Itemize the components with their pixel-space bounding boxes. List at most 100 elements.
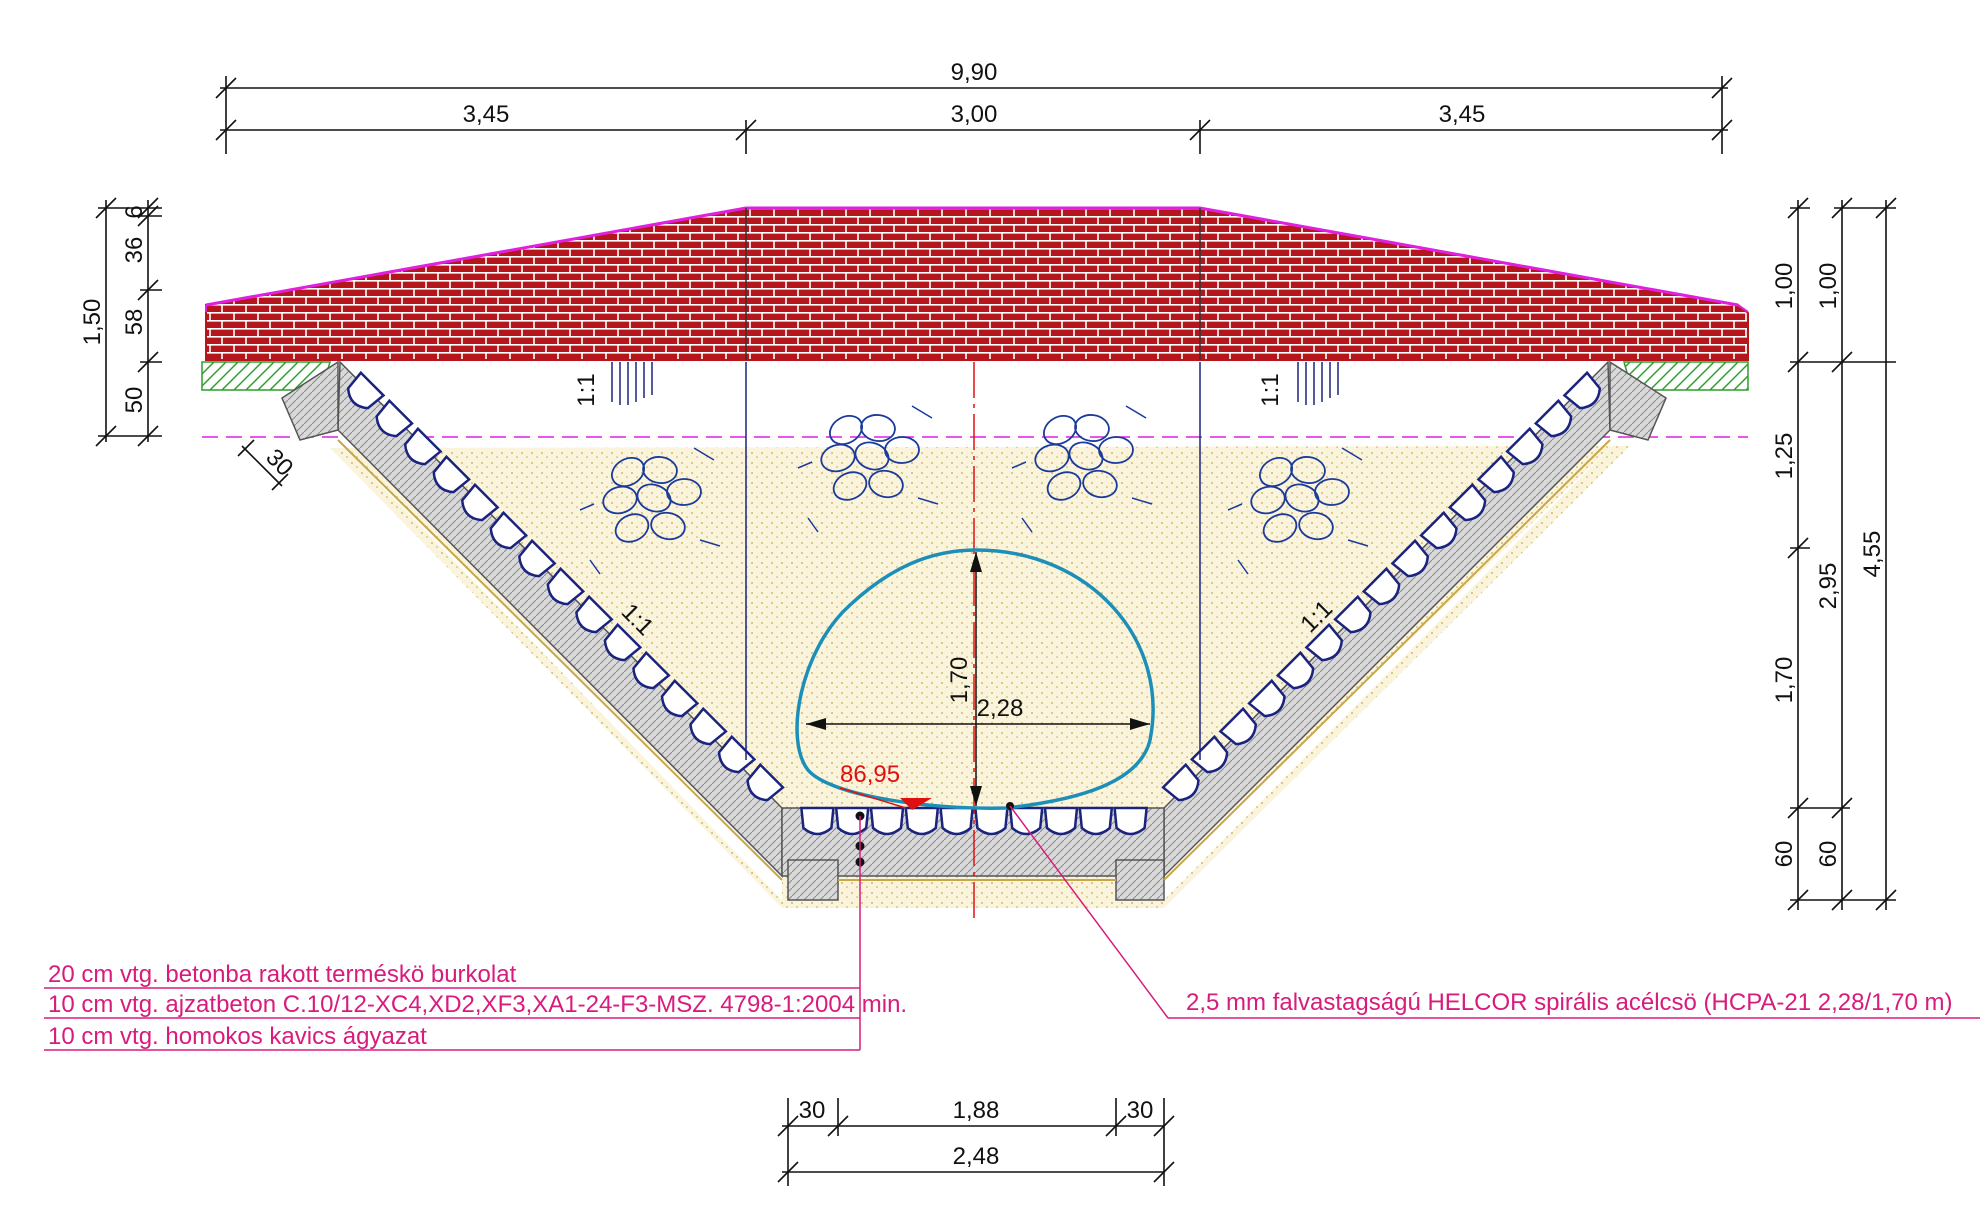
backfill-stroke — [1125, 405, 1147, 419]
backfill-stroke — [699, 539, 721, 547]
slope-thickness-dimension — [237, 439, 289, 491]
backfill-stroke — [589, 559, 601, 575]
compaction-marker-right — [1297, 362, 1339, 405]
revetment-stone — [1189, 734, 1229, 774]
backfill-boulder — [884, 436, 920, 464]
backfill-stroke — [911, 405, 933, 419]
gravel-outline-right — [1163, 439, 1611, 881]
backfill-boulder — [636, 483, 672, 513]
revetment-stone — [834, 806, 870, 836]
backfill-boulder — [1098, 436, 1134, 464]
revetment-stone — [432, 454, 471, 494]
backfill-boulder — [1250, 485, 1286, 515]
backfill-stroke — [917, 497, 939, 505]
backfill-boulder — [832, 471, 868, 501]
revetment-stone — [869, 806, 905, 836]
backfill-boulder — [1298, 511, 1334, 541]
revetment-stone — [575, 594, 614, 634]
backfill-boulder — [1082, 469, 1118, 499]
revetment-stone — [1275, 650, 1315, 690]
revetment-stone — [1078, 806, 1114, 836]
revetment-stone — [460, 482, 500, 522]
dim-right-inner-a: 1,00 — [1771, 263, 1798, 310]
revetment-stone — [904, 806, 940, 836]
revetment-stone — [1333, 594, 1372, 634]
backfill-boulder — [1262, 513, 1298, 543]
dim-right-outer-a: 1,00 — [1815, 263, 1842, 310]
revetment-stone — [518, 538, 557, 578]
dim-top-right: 3,45 — [1439, 101, 1486, 128]
revetment-stone — [546, 566, 586, 606]
dim-left-total: 1,50 — [79, 299, 106, 346]
backfill-boulder — [1314, 478, 1350, 506]
backfill-boulder — [820, 443, 856, 473]
dim-left-d: 50 — [121, 387, 148, 414]
revetment-stone — [1008, 806, 1044, 836]
revetment-stone — [1218, 706, 1258, 746]
layer-note-2: 10 cm vtg. ajzatbeton C.10/12-XC4,XD2,XF… — [48, 991, 907, 1018]
backfill-boulder — [860, 414, 896, 442]
road-embankment-bricks — [205, 207, 1749, 361]
pipe-width-arrow-left — [806, 718, 826, 730]
pipe-width-arrow-right — [1130, 718, 1150, 730]
dim-slope-thickness: 30 — [260, 444, 298, 482]
backfill-stroke — [797, 461, 813, 469]
gravel-outline-left — [337, 439, 783, 881]
backfill-stroke — [1341, 447, 1363, 461]
backfill-stroke — [579, 503, 595, 511]
backfill-boulder — [666, 478, 702, 506]
backfill-boulder — [1034, 443, 1070, 473]
helcor-pipe — [795, 548, 1155, 810]
revetment-stone — [1505, 426, 1544, 466]
revetment-stone — [1447, 482, 1487, 522]
backfill-stroke — [807, 517, 819, 533]
revetment-stone — [1390, 538, 1430, 578]
dim-top-total: 9,90 — [951, 59, 998, 86]
dim-right-inner-c: 1,70 — [1771, 657, 1798, 704]
dim-right-inner-d: 60 — [1771, 841, 1798, 868]
backfill-boulder — [642, 456, 678, 484]
revetment-stone — [603, 622, 643, 662]
pipe-height-label: 1,70 — [946, 657, 973, 704]
pipe-width-label: 2,28 — [977, 695, 1024, 722]
layer-note-3: 10 cm vtg. homokos kavics ágyazat — [48, 1023, 427, 1050]
revetment-stone — [746, 762, 785, 802]
backfill-boulder — [602, 485, 638, 515]
dim-top-left: 3,45 — [463, 101, 510, 128]
gravel-bedding — [330, 446, 1630, 908]
revetment-stone — [1161, 762, 1200, 802]
backfill-boulder — [1068, 441, 1104, 471]
concrete-footing-right — [1115, 859, 1165, 901]
backfill-boulder — [1074, 414, 1110, 442]
dim-bottom-right: 30 — [1127, 1097, 1154, 1124]
backfill-boulders — [579, 405, 1369, 575]
revetment-stone — [375, 398, 414, 438]
backfill-boulder — [650, 511, 686, 541]
compaction-marker-left — [611, 362, 653, 405]
slope-label-upper-left: 1:1 — [573, 373, 600, 406]
dim-top-middle: 3,00 — [951, 101, 998, 128]
backfill-boulder — [1046, 471, 1082, 501]
left-dimension-chain — [95, 197, 162, 447]
revetment-stone — [800, 806, 835, 836]
revetment-stone — [974, 806, 1009, 836]
backfill-stroke — [693, 447, 715, 461]
concrete-footing-left — [787, 859, 839, 901]
backfill-stroke — [1347, 539, 1369, 547]
revetment-stone — [1247, 678, 1286, 718]
dim-bottom-total: 2,48 — [953, 1143, 1000, 1170]
stone-revetment — [346, 370, 1602, 836]
backfill-stroke — [1237, 559, 1249, 575]
backfill-boulder — [1043, 414, 1077, 446]
dim-right-inner-b: 1,25 — [1771, 433, 1798, 480]
pipe-note: 2,5 mm falvastagságú HELCOR spirális acé… — [1186, 989, 1953, 1016]
elevation-underline — [839, 787, 907, 809]
right-dimension-chain — [1787, 197, 1897, 911]
revetment-stone — [489, 510, 529, 550]
pipe-height-arrow-top — [970, 552, 982, 572]
revetment-stone — [717, 734, 757, 774]
elevation-triangle — [900, 798, 932, 810]
revetment-stone — [1043, 806, 1079, 836]
concrete-shoulder-right — [1609, 360, 1667, 441]
